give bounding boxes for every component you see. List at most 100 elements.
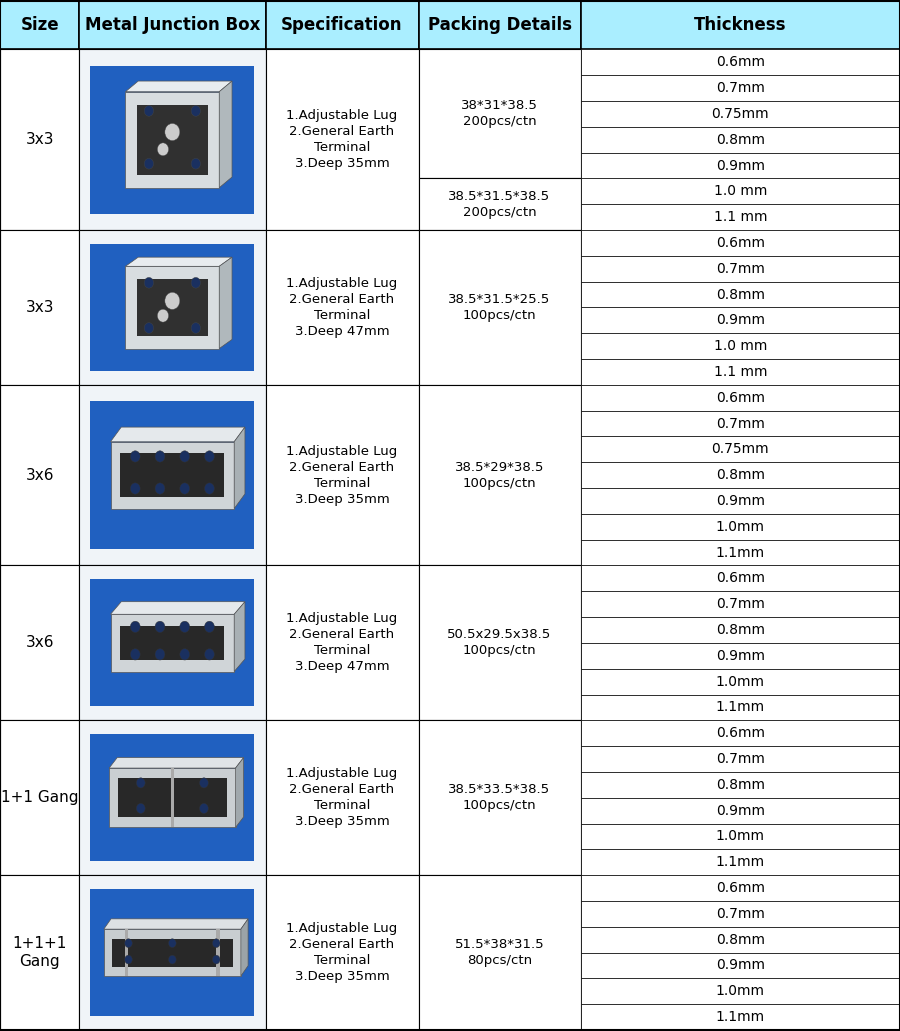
- Bar: [580, 281, 900, 307]
- Bar: [90, 401, 255, 550]
- Bar: [418, 565, 580, 721]
- Circle shape: [130, 648, 140, 660]
- Bar: [112, 938, 233, 966]
- Bar: [580, 798, 900, 824]
- Bar: [109, 768, 236, 828]
- Circle shape: [155, 451, 165, 462]
- Polygon shape: [234, 602, 245, 671]
- Text: Thickness: Thickness: [694, 16, 787, 34]
- Text: 1+1 Gang: 1+1 Gang: [1, 790, 78, 805]
- Text: Specification: Specification: [281, 16, 403, 34]
- Polygon shape: [111, 427, 245, 441]
- Circle shape: [136, 777, 145, 788]
- Bar: [90, 66, 255, 213]
- Circle shape: [155, 648, 165, 660]
- Circle shape: [165, 292, 180, 309]
- Text: 0.8mm: 0.8mm: [716, 933, 765, 946]
- Text: 0.7mm: 0.7mm: [716, 417, 765, 431]
- Text: 1.0 mm: 1.0 mm: [714, 339, 767, 354]
- Bar: [580, 49, 900, 75]
- Text: 1+1+1
Gang: 1+1+1 Gang: [13, 936, 67, 969]
- Text: 3x6: 3x6: [25, 635, 54, 651]
- Circle shape: [158, 309, 168, 322]
- Circle shape: [144, 105, 154, 117]
- Circle shape: [130, 483, 140, 494]
- Text: 0.8mm: 0.8mm: [716, 777, 765, 792]
- Circle shape: [155, 622, 165, 633]
- Bar: [580, 643, 900, 669]
- Bar: [0, 721, 79, 875]
- Circle shape: [191, 277, 201, 288]
- Bar: [79, 721, 266, 875]
- Circle shape: [180, 451, 190, 462]
- Text: 0.6mm: 0.6mm: [716, 882, 765, 895]
- Bar: [580, 978, 900, 1004]
- Bar: [266, 385, 418, 565]
- Bar: [580, 953, 900, 978]
- Text: 1.1mm: 1.1mm: [716, 1010, 765, 1024]
- Bar: [266, 875, 418, 1030]
- Text: Size: Size: [21, 16, 58, 34]
- Bar: [580, 695, 900, 721]
- Text: 0.7mm: 0.7mm: [716, 597, 765, 611]
- Circle shape: [144, 277, 154, 288]
- Bar: [111, 441, 234, 508]
- Polygon shape: [241, 919, 248, 976]
- Text: 38.5*29*38.5
100pcs/ctn: 38.5*29*38.5 100pcs/ctn: [454, 461, 544, 490]
- Bar: [580, 513, 900, 539]
- Circle shape: [180, 622, 190, 633]
- Bar: [121, 626, 224, 660]
- Text: 1.0 mm: 1.0 mm: [714, 185, 767, 198]
- Circle shape: [130, 451, 140, 462]
- Bar: [580, 101, 900, 127]
- Circle shape: [191, 105, 201, 117]
- Bar: [266, 230, 418, 385]
- Text: 0.7mm: 0.7mm: [716, 81, 765, 95]
- Text: 0.7mm: 0.7mm: [716, 907, 765, 921]
- Bar: [266, 1, 418, 49]
- Bar: [79, 230, 266, 385]
- Circle shape: [168, 939, 176, 947]
- Circle shape: [158, 143, 168, 156]
- Text: 1.0mm: 1.0mm: [716, 674, 765, 689]
- Bar: [418, 1, 580, 49]
- Bar: [580, 410, 900, 436]
- Circle shape: [191, 159, 201, 169]
- Circle shape: [204, 483, 214, 494]
- Circle shape: [168, 955, 176, 964]
- Polygon shape: [220, 81, 232, 188]
- Bar: [580, 565, 900, 592]
- Text: 38.5*33.5*38.5
100pcs/ctn: 38.5*33.5*38.5 100pcs/ctn: [448, 784, 551, 812]
- Bar: [580, 127, 900, 153]
- Text: 0.9mm: 0.9mm: [716, 313, 765, 327]
- Bar: [137, 104, 208, 175]
- Circle shape: [180, 648, 190, 660]
- Bar: [418, 49, 580, 178]
- Circle shape: [125, 939, 132, 947]
- Bar: [171, 768, 175, 828]
- Bar: [90, 244, 255, 371]
- Text: 50.5x29.5x38.5
100pcs/ctn: 50.5x29.5x38.5 100pcs/ctn: [447, 629, 552, 658]
- Bar: [137, 279, 208, 336]
- Bar: [580, 618, 900, 643]
- Text: 0.6mm: 0.6mm: [716, 391, 765, 405]
- Text: 1.Adjustable Lug
2.General Earth
Terminal
3.Deep 47mm: 1.Adjustable Lug 2.General Earth Termina…: [286, 277, 398, 338]
- Text: 38.5*31.5*38.5
200pcs/ctn: 38.5*31.5*38.5 200pcs/ctn: [448, 190, 551, 219]
- Circle shape: [144, 323, 154, 333]
- Text: 0.8mm: 0.8mm: [716, 623, 765, 637]
- Text: 3x6: 3x6: [25, 468, 54, 483]
- Text: 1.0mm: 1.0mm: [716, 829, 765, 843]
- Bar: [418, 385, 580, 565]
- Bar: [121, 453, 224, 497]
- Bar: [266, 565, 418, 721]
- Bar: [580, 875, 900, 901]
- Text: 38.5*31.5*25.5
100pcs/ctn: 38.5*31.5*25.5 100pcs/ctn: [448, 293, 551, 322]
- Bar: [580, 385, 900, 410]
- Bar: [580, 669, 900, 695]
- Circle shape: [144, 159, 154, 169]
- Bar: [216, 929, 220, 976]
- Text: 0.6mm: 0.6mm: [716, 571, 765, 586]
- Polygon shape: [234, 427, 245, 508]
- Text: 1.1 mm: 1.1 mm: [714, 365, 767, 379]
- Bar: [580, 307, 900, 333]
